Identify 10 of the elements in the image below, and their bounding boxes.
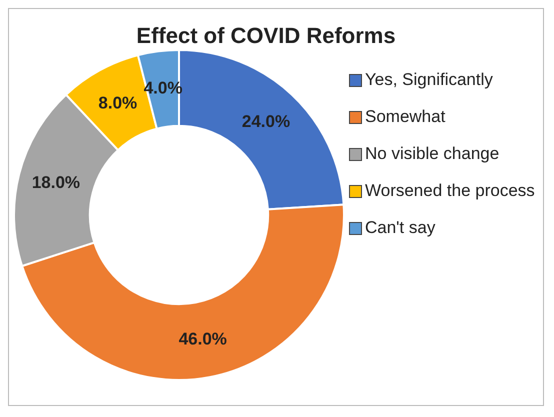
legend-label: Worsened the process [365,180,535,201]
legend-label: No visible change [365,143,500,164]
data-label: 8.0% [98,93,138,112]
legend-label: Somewhat [365,106,446,127]
legend-label: Can't say [365,217,436,238]
legend-label: Yes, Significantly [365,69,493,90]
data-label: 24.0% [242,112,290,132]
data-label: 18.0% [32,173,80,192]
chart-title: Effect of COVID Reforms [135,23,397,49]
data-label: 46.0% [178,329,227,348]
